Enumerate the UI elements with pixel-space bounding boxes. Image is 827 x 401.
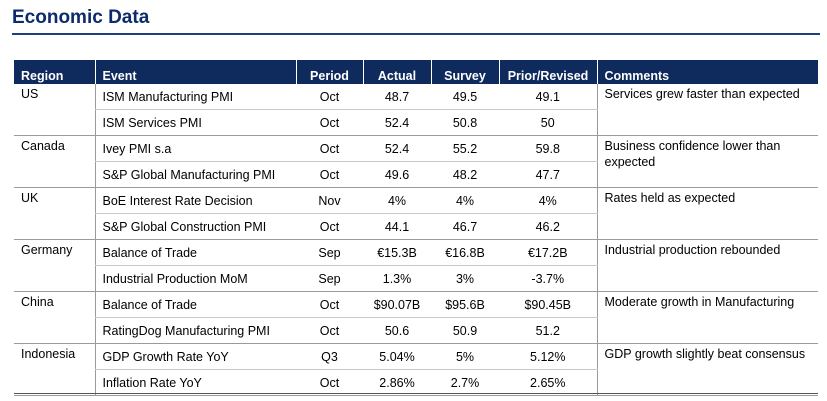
actual-cell: 48.7 xyxy=(363,84,431,110)
prior-cell: 59.8 xyxy=(499,135,597,162)
table-bottom-rule xyxy=(14,393,818,394)
actual-cell: 52.4 xyxy=(363,109,431,136)
prior-cell: 49.1 xyxy=(499,84,597,110)
table-row: ISM Services PMI Oct 52.4 50.8 50 xyxy=(14,109,818,136)
comment-cell: Rates held as expected xyxy=(596,187,818,240)
event-cell: Industrial Production MoM xyxy=(94,265,296,292)
table-row: Inflation Rate YoY Oct 2.86% 2.7% 2.65% xyxy=(14,369,818,396)
event-cell: RatingDog Manufacturing PMI xyxy=(94,317,296,344)
prior-cell: 2.65% xyxy=(499,369,597,396)
table-row: S&P Global Manufacturing PMI Oct 49.6 48.2 4… xyxy=(14,161,818,188)
period-cell: Q3 xyxy=(296,343,363,370)
actual-cell: 1.3% xyxy=(363,265,431,292)
period-cell: Sep xyxy=(296,239,363,266)
table-row: Indonesia GDP Growth Rate YoY Q3 5.04% 5% 5.1… xyxy=(14,343,818,396)
period-cell: Oct xyxy=(296,109,363,136)
survey-cell: 3% xyxy=(431,265,499,292)
prior-cell: 5.12% xyxy=(499,343,597,370)
table-row: Industrial Production MoM Sep 1.3% 3% -3.7% xyxy=(14,265,818,292)
title-divider xyxy=(12,33,820,35)
region-cell: Germany xyxy=(14,239,95,292)
period-cell: Oct xyxy=(296,161,363,188)
survey-cell: 2.7% xyxy=(431,369,499,396)
table-row: RatingDog Manufacturing PMI Oct 50.6 50.9 51… xyxy=(14,317,818,344)
comment-cell: GDP growth slightly beat consensus xyxy=(596,343,818,396)
period-cell: Oct xyxy=(296,84,363,110)
period-cell: Nov xyxy=(296,187,363,214)
column-header-prior: Prior/Revised xyxy=(498,60,597,84)
column-header-period: Period xyxy=(295,60,363,84)
period-cell: Oct xyxy=(296,317,363,344)
event-cell: Inflation Rate YoY xyxy=(94,369,296,396)
actual-cell: $90.07B xyxy=(363,291,431,318)
region-cell: Canada xyxy=(14,135,95,188)
prior-cell: €17.2B xyxy=(499,239,597,266)
economic-data-table: Region Event Period Actual Survey Prior/… xyxy=(14,60,818,396)
table-row: Canada Ivey PMI s.a Oct 52.4 55.2 59.8 Busines… xyxy=(14,135,818,188)
prior-cell: 4% xyxy=(499,187,597,214)
actual-cell: €15.3B xyxy=(363,239,431,266)
actual-cell: 44.1 xyxy=(363,213,431,240)
event-cell: Balance of Trade xyxy=(94,291,296,318)
column-header-comments: Comments xyxy=(596,60,818,84)
survey-cell: $95.6B xyxy=(431,291,499,318)
table-body: US ISM Manufacturing PMI Oct 48.7 49.5 49.1 Se… xyxy=(14,84,818,396)
period-cell: Oct xyxy=(296,213,363,240)
column-header-actual: Actual xyxy=(362,60,431,84)
comment-cell: Business confidence lower than expected xyxy=(596,135,818,188)
survey-cell: 48.2 xyxy=(431,161,499,188)
survey-cell: 55.2 xyxy=(431,135,499,162)
survey-cell: 5% xyxy=(431,343,499,370)
table-row: China Balance of Trade Oct $90.07B $95.6B $90… xyxy=(14,291,818,344)
period-cell: Oct xyxy=(296,135,363,162)
period-cell: Oct xyxy=(296,369,363,396)
region-cell: Indonesia xyxy=(14,343,95,396)
region-cell: US xyxy=(14,84,95,136)
table-row: UK BoE Interest Rate Decision Nov 4% 4% 4% Rat… xyxy=(14,187,818,240)
table-row: US ISM Manufacturing PMI Oct 48.7 49.5 49.1 Se… xyxy=(14,84,818,136)
prior-cell: 50 xyxy=(499,109,597,136)
prior-cell: 46.2 xyxy=(499,213,597,240)
event-cell: S&P Global Construction PMI xyxy=(94,213,296,240)
table-header-row: Region Event Period Actual Survey Prior/… xyxy=(14,60,818,84)
column-header-event: Event xyxy=(94,60,296,84)
period-cell: Sep xyxy=(296,265,363,292)
event-cell: ISM Manufacturing PMI xyxy=(94,84,296,110)
table-row: S&P Global Construction PMI Oct 44.1 46.7 46… xyxy=(14,213,818,240)
period-cell: Oct xyxy=(296,291,363,318)
event-cell: ISM Services PMI xyxy=(94,109,296,136)
comment-cell: Moderate growth in Manufacturing xyxy=(596,291,818,344)
survey-cell: €16.8B xyxy=(431,239,499,266)
survey-cell: 50.8 xyxy=(431,109,499,136)
comment-cell: Services grew faster than expected xyxy=(596,84,818,136)
event-cell: GDP Growth Rate YoY xyxy=(94,343,296,370)
actual-cell: 4% xyxy=(363,187,431,214)
event-cell: Ivey PMI s.a xyxy=(94,135,296,162)
region-cell: China xyxy=(14,291,95,344)
survey-cell: 50.9 xyxy=(431,317,499,344)
table-row: Germany Balance of Trade Sep €15.3B €16.8B €1… xyxy=(14,239,818,292)
prior-cell: 51.2 xyxy=(499,317,597,344)
survey-cell: 49.5 xyxy=(431,84,499,110)
survey-cell: 4% xyxy=(431,187,499,214)
prior-cell: $90.45B xyxy=(499,291,597,318)
column-header-survey: Survey xyxy=(430,60,499,84)
actual-cell: 2.86% xyxy=(363,369,431,396)
comment-cell: Industrial production rebounded xyxy=(596,239,818,292)
actual-cell: 50.6 xyxy=(363,317,431,344)
survey-cell: 46.7 xyxy=(431,213,499,240)
actual-cell: 5.04% xyxy=(363,343,431,370)
column-header-region: Region xyxy=(14,60,95,84)
prior-cell: 47.7 xyxy=(499,161,597,188)
event-cell: S&P Global Manufacturing PMI xyxy=(94,161,296,188)
actual-cell: 52.4 xyxy=(363,135,431,162)
page-title: Economic Data xyxy=(12,7,150,28)
actual-cell: 49.6 xyxy=(363,161,431,188)
prior-cell: -3.7% xyxy=(499,265,597,292)
region-cell: UK xyxy=(14,187,95,240)
event-cell: Balance of Trade xyxy=(94,239,296,266)
event-cell: BoE Interest Rate Decision xyxy=(94,187,296,214)
